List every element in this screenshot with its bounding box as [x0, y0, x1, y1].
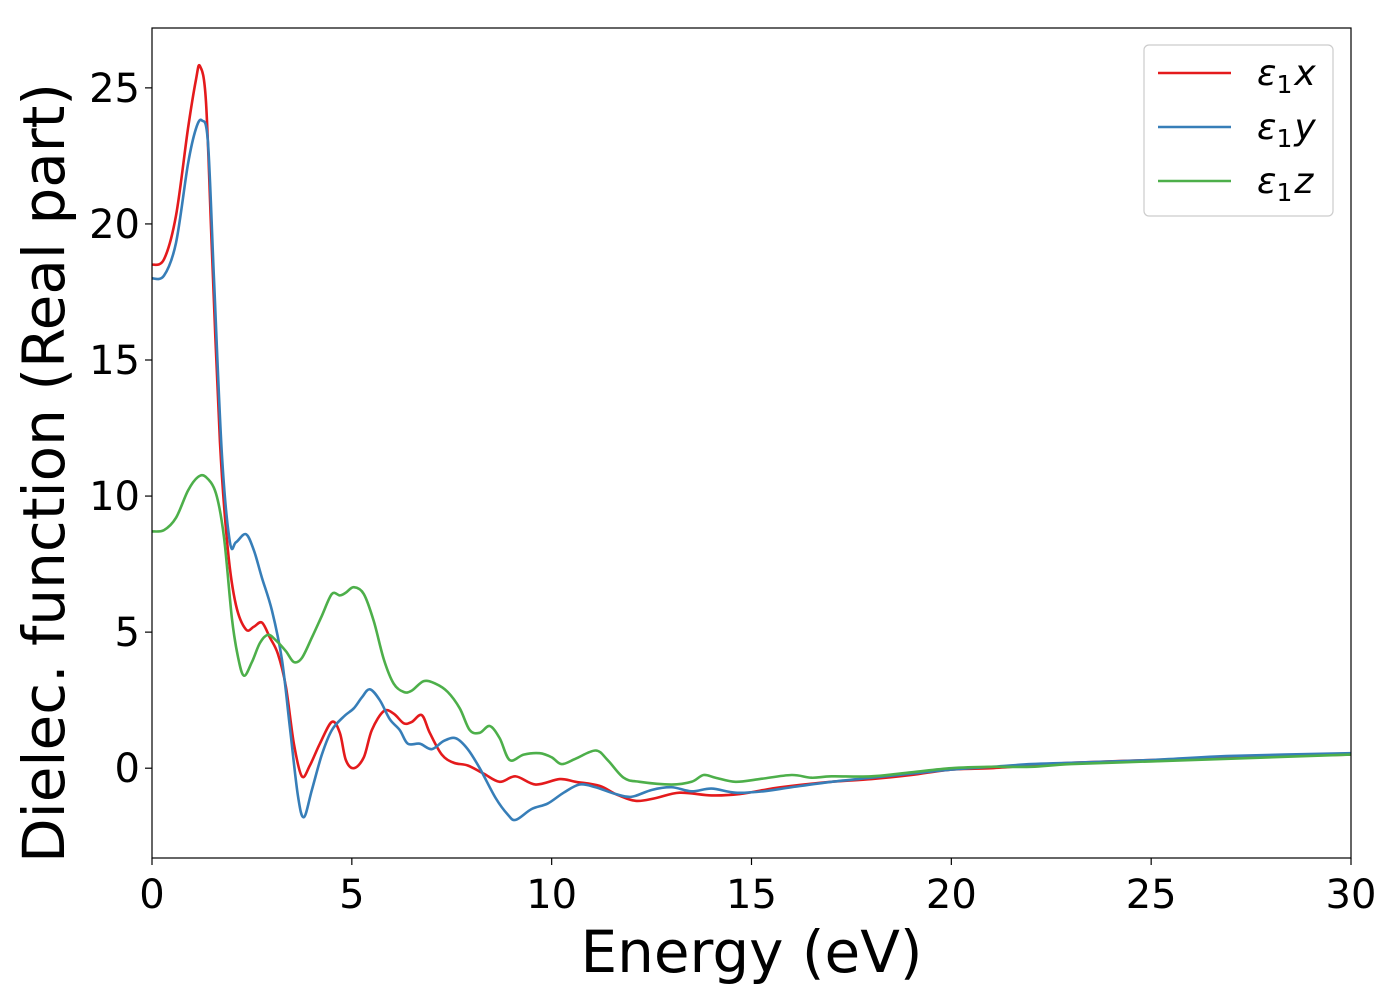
x-tick-label: 15	[726, 872, 777, 918]
x-tick-label: 30	[1326, 872, 1377, 918]
y-tick-label: 25	[89, 66, 140, 112]
x-tick-label: 10	[526, 872, 577, 918]
legend-box	[1143, 44, 1334, 217]
x-tick-label: 20	[926, 872, 977, 918]
y-tick-label: 0	[115, 746, 140, 792]
series-line-z	[152, 473, 1351, 786]
axes: 0 5 10 15 20 25 30 0 5 10 15 20 25	[89, 27, 1377, 918]
series-lines	[152, 63, 1351, 822]
x-tick-label: 25	[1126, 872, 1177, 918]
x-tick-label: 0	[139, 872, 164, 918]
x-axis-label: Energy (eV)	[580, 918, 922, 986]
series-line-y	[152, 118, 1351, 822]
legend-label: ε1y	[1257, 107, 1316, 153]
y-tick-label: 15	[89, 338, 140, 384]
x-tick-label: 5	[339, 872, 364, 918]
y-tick-label: 5	[115, 610, 140, 656]
legend: ε1x ε1y ε1z	[1143, 44, 1334, 217]
legend-label: ε1x	[1257, 53, 1316, 99]
y-tick-label: 10	[89, 474, 140, 520]
legend-label: ε1z	[1257, 161, 1314, 207]
y-tick-label: 20	[89, 202, 140, 248]
y-axis-label: Dielec. function (Real part)	[10, 83, 78, 863]
